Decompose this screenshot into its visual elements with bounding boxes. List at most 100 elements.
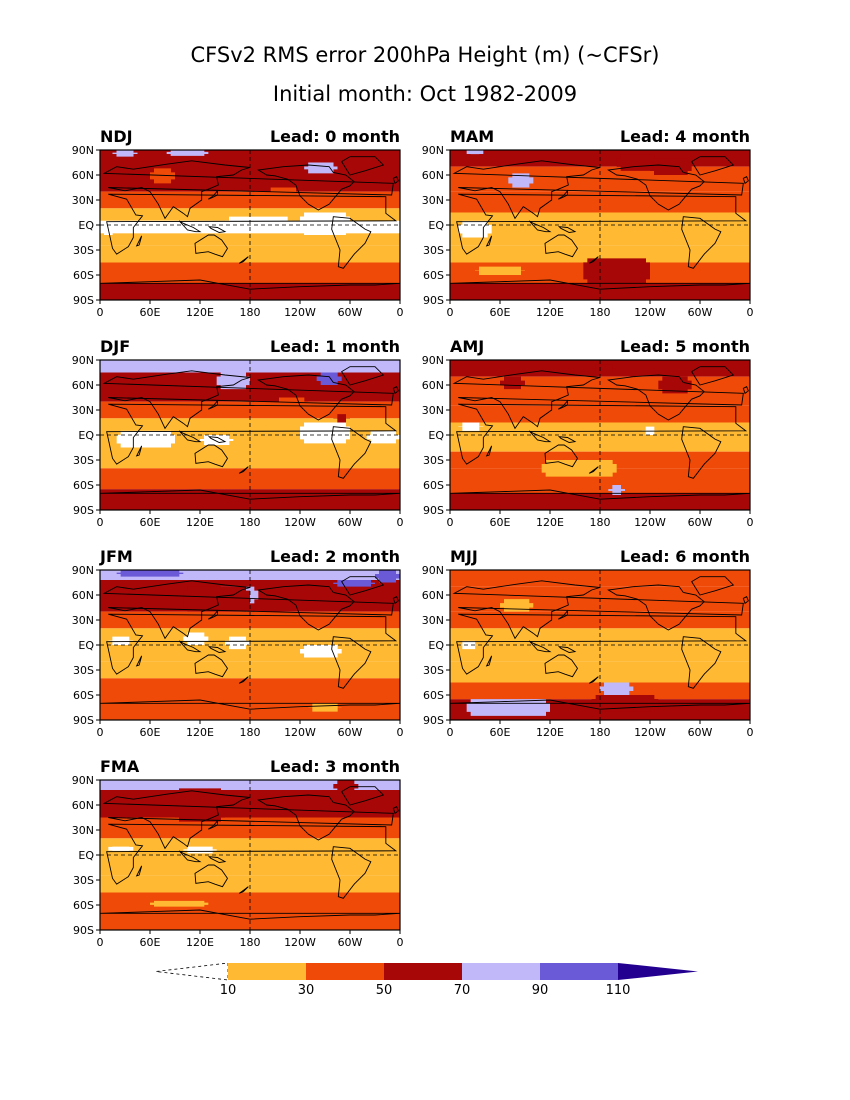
lat-tick-label: 30N [72, 194, 94, 207]
coastline [544, 654, 579, 678]
coastline [135, 235, 143, 247]
coastline [528, 220, 552, 233]
lat-tick-label: 30S [423, 454, 444, 467]
lon-tick-label: 60W [338, 936, 363, 949]
lon-tick-label: 60W [338, 516, 363, 529]
lat-tick-label: 60S [73, 899, 94, 912]
coastline [178, 430, 202, 443]
lat-tick-label: 30S [73, 454, 94, 467]
lon-tick-label: 120W [284, 726, 316, 739]
lon-tick-label: 0 [747, 306, 754, 319]
coastline [742, 596, 749, 605]
field-patch [333, 414, 350, 423]
colorbar-swatch [306, 963, 384, 980]
lat-tick-label: 60N [422, 379, 444, 392]
colorbar-swatch [384, 963, 462, 980]
coastline [208, 189, 218, 200]
field-patch [375, 220, 400, 232]
field-patch [600, 682, 634, 695]
coastline [681, 216, 722, 269]
colorbar-label: 10 [220, 983, 237, 998]
lon-tick-label: 60E [490, 306, 511, 319]
coastline [588, 676, 599, 684]
coastline [238, 256, 249, 264]
colorbar-above-arrow [618, 963, 698, 980]
coastline [588, 466, 599, 474]
lat-tick-label: 90S [423, 714, 444, 727]
field-patch [508, 173, 534, 188]
field-band [450, 245, 750, 263]
coastline [606, 584, 705, 631]
lon-tick-label: 120E [536, 726, 564, 739]
coastline [208, 609, 218, 620]
lat-tick-label: 30N [422, 404, 444, 417]
lat-tick-label: 60N [422, 589, 444, 602]
lon-tick-label: 60W [688, 306, 713, 319]
lon-tick-label: 60E [490, 726, 511, 739]
panel-lead: Lead: 0 month [270, 127, 400, 146]
field-band [450, 405, 750, 423]
coastline [207, 226, 227, 233]
lat-tick-label: 60S [423, 269, 444, 282]
field-patch [183, 586, 250, 612]
lat-tick-label: 90N [422, 144, 444, 157]
lat-tick-label: 60S [423, 479, 444, 492]
coastline [691, 366, 735, 386]
lat-tick-label: 90N [72, 354, 94, 367]
field-patch [333, 780, 359, 793]
coastline [456, 193, 748, 255]
lat-tick-label: EQ [428, 639, 444, 652]
lon-tick-label: 60W [688, 726, 713, 739]
field-band [100, 570, 400, 580]
lon-tick-label: 120E [186, 726, 214, 739]
lon-tick-label: 0 [747, 726, 754, 739]
coastline [681, 426, 722, 479]
coastline [102, 160, 394, 220]
lat-tick-label: 30S [423, 664, 444, 677]
lat-tick-label: 60N [72, 379, 94, 392]
lon-tick-label: 180 [240, 726, 261, 739]
coastline [588, 256, 599, 264]
error-field [100, 780, 400, 930]
field-patch [308, 703, 342, 712]
coastline [135, 655, 143, 667]
coastline [178, 640, 202, 653]
lat-tick-label: 30S [423, 244, 444, 257]
figure-subtitle: Initial month: Oct 1982-2009 [273, 82, 577, 106]
coastline [392, 386, 399, 395]
lon-tick-label: 60E [140, 936, 161, 949]
field-band [100, 780, 400, 790]
coastline [452, 160, 744, 220]
lon-tick-label: 180 [590, 306, 611, 319]
coastline [135, 865, 143, 877]
coastline [208, 819, 218, 830]
coastline [102, 790, 394, 850]
field-patch [300, 422, 350, 444]
lat-tick-label: 60N [422, 169, 444, 182]
coastline [331, 846, 372, 899]
coastline [207, 856, 227, 863]
coastline [681, 636, 722, 689]
error-field [450, 570, 750, 720]
lat-tick-label: 30S [73, 244, 94, 257]
coastline [256, 374, 355, 421]
field-patch [466, 150, 484, 155]
lon-tick-label: 0 [747, 516, 754, 529]
field-patch [458, 640, 480, 650]
lon-tick-label: 0 [447, 726, 454, 739]
coastline [691, 576, 735, 596]
coastline [528, 430, 552, 443]
coastline [452, 370, 744, 430]
lon-tick-label: 60E [140, 726, 161, 739]
lon-tick-label: 0 [97, 516, 104, 529]
coastline [558, 189, 568, 200]
lon-tick-label: 0 [447, 516, 454, 529]
lat-tick-label: 30N [422, 614, 444, 627]
lat-tick-label: 30N [72, 404, 94, 417]
lon-tick-label: 60W [338, 306, 363, 319]
lon-tick-label: 0 [447, 306, 454, 319]
lat-tick-label: 60S [73, 689, 94, 702]
